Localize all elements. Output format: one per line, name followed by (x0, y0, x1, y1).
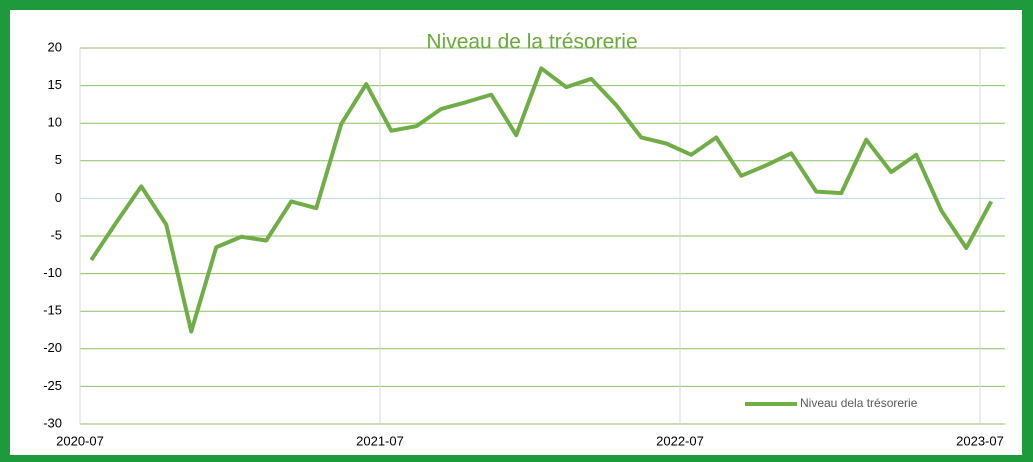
x-tick-label: 2023-07 (956, 433, 1004, 448)
x-tick-label: 2020-07 (56, 433, 104, 448)
y-tick-label: -5 (50, 227, 62, 242)
y-tick-label: 20 (48, 39, 62, 54)
y-tick-label: 5 (55, 152, 62, 167)
legend-label: Niveau dela trésorerie (800, 396, 918, 410)
y-tick-label: -15 (43, 303, 62, 318)
chart-area (10, 10, 1022, 455)
x-tick-label: 2021-07 (356, 433, 404, 448)
chart-title: Niveau de la trésorerie (426, 31, 637, 54)
y-tick-label: 15 (48, 77, 62, 92)
y-tick-label: -25 (43, 378, 62, 393)
y-tick-label: -30 (43, 415, 62, 430)
y-tick-label: 0 (55, 190, 62, 205)
series-line (89, 66, 994, 334)
y-tick-label: -10 (43, 265, 62, 280)
y-tick-label: -20 (43, 340, 62, 355)
y-tick-label: 10 (48, 115, 62, 130)
x-tick-label: 2022-07 (656, 433, 704, 448)
